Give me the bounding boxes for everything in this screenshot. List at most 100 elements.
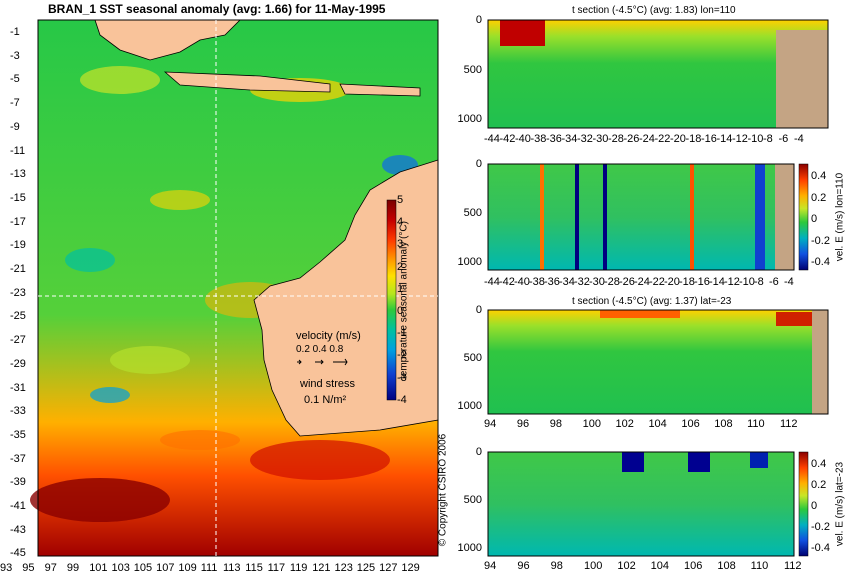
panel-1-y-tick: 0 (475, 14, 482, 26)
panel-2-x-tick: -44 (484, 276, 500, 288)
lat-tick-label: -41 (10, 500, 26, 512)
panel-1-y-tick: 1000 (457, 113, 482, 126)
panel-2-x-tick: -40 (514, 276, 530, 288)
panel-2-x-tick: -20 (664, 276, 680, 288)
sst-colorbar-tick: 0 (397, 305, 404, 317)
panel-4-colorbar-tick: -0.2 (811, 521, 830, 533)
lat-tick-label: -31 (10, 381, 26, 394)
sst-colorbar-tick: -4 (397, 393, 407, 406)
panel-4 (487, 451, 809, 557)
lat-tick-label: -17 (10, 215, 26, 228)
panel-2-colorbar-label: vel. E (m/s) lon=110 (834, 172, 846, 262)
sst-colorbar-label: temperature seasonal anomaly (°C) (398, 221, 410, 379)
panel-3-x-tick: 94 (484, 418, 497, 430)
panel-1-x-tick: -4 (794, 133, 804, 145)
wind-legend-title: wind stress (300, 378, 356, 390)
panel-2-x-tick: -32 (574, 276, 590, 288)
panel-2-y-tick: 0 (475, 158, 482, 170)
panel-1 (487, 19, 829, 129)
lat-tick-label: -1 (10, 26, 20, 38)
lat-tick-label: -23 (10, 286, 26, 299)
panel-2-x-tick: -6 (769, 276, 779, 288)
panel-3 (487, 309, 829, 415)
lat-tick-label: -39 (10, 476, 26, 489)
panel-3-land (812, 310, 828, 414)
lat-tick-label: -29 (10, 357, 26, 370)
lon-tick-label: 127 (379, 562, 398, 574)
lat-tick-label: -19 (10, 239, 26, 252)
velocity-legend-values: 0.2 0.4 0.8 (296, 344, 344, 355)
lon-tick-label: 103 (111, 562, 130, 574)
panel-2-x-tick: -12 (724, 276, 740, 288)
panel-4-colorbar-tick: 0 (811, 500, 818, 512)
lat-tick-label: -11 (10, 144, 26, 157)
panel-4-x-tick: 110 (750, 560, 769, 572)
panel-2-x-tick: -10 (739, 276, 755, 288)
panel-1-x-tick: -6 (778, 133, 789, 145)
lon-tick-label: 125 (356, 562, 376, 574)
panel-2-colorbar-tick: -0.2 (811, 234, 830, 247)
panel-2 (487, 163, 809, 271)
panel-2-x-tick: -42 (499, 276, 515, 288)
copyright-notice: © Copyright CSIRO 2006 (437, 433, 449, 547)
sst-colorbar-tick: 1 (397, 282, 404, 295)
lon-tick-label: 95 (22, 562, 35, 574)
panel-2-y-tick: 500 (463, 206, 482, 219)
sst-colorbar (386, 199, 397, 401)
panel-3-y-tick: 500 (463, 351, 482, 364)
lat-tick-label: -3 (10, 49, 20, 62)
panel-4-colorbar-tick: 0.4 (811, 458, 827, 470)
panel-4-y-tick: 1000 (457, 541, 482, 554)
panel-1-x-tick: -22 (654, 133, 671, 145)
panel-2-x-tick: -26 (619, 276, 635, 288)
panel-1-x-tick: -20 (670, 133, 686, 145)
lat-tick-label: -37 (10, 452, 26, 465)
panel-2-land (775, 164, 794, 270)
panel-4-x-tick: 112 (784, 560, 802, 572)
panel-1-x-tick: -8 (763, 133, 773, 145)
panel-1-title: t section (-4.5°C) (avg: 1.83) lon=110 (572, 5, 736, 16)
lat-tick-label: -9 (10, 120, 20, 133)
lon-tick-label: 93 (0, 562, 13, 574)
lat-tick-label: -43 (10, 523, 26, 536)
land-sumatra-java (94, 19, 241, 61)
sst-colorbar-tick: 4 (397, 216, 404, 229)
panel-1-warm-core (500, 20, 545, 46)
sst-colorbar-tick: 2 (397, 260, 404, 273)
panel-1-x-tick: -38 (530, 133, 547, 145)
panel-2-x-tick: -8 (754, 276, 764, 288)
lon-tick-label: 111 (200, 562, 218, 574)
panel-1-land (776, 30, 828, 128)
lat-tick-label: -21 (10, 263, 26, 275)
panel-2-colorbar-tick: 0.4 (811, 170, 827, 182)
panel-3-x-tick: 110 (747, 418, 765, 430)
panel-3-y-tick: 0 (475, 304, 482, 316)
panel-2-y-tick: 1000 (457, 255, 482, 268)
panel-1-x-tick: -24 (639, 133, 655, 145)
land-java (163, 71, 331, 93)
sst-colorbar-tick: -3 (397, 371, 407, 384)
panel-3-x-tick: 112 (780, 418, 798, 430)
panel-2-x-tick: -22 (649, 276, 665, 288)
panel-4-x-tick: 100 (584, 560, 603, 572)
lon-tick-label: 115 (245, 562, 263, 574)
panel-1-x-tick: -40 (515, 133, 531, 145)
panel-2-x-tick: -18 (679, 276, 695, 288)
lat-tick-label: -15 (10, 191, 26, 204)
panel-3-x-tick: 98 (549, 418, 563, 430)
panel-4-y-tick: 0 (475, 446, 482, 458)
lon-tick-label: 107 (156, 562, 175, 574)
sst-colorbar-tick: -1 (397, 327, 407, 340)
lat-tick-label: -25 (10, 310, 26, 323)
panel-4-x-tick: 94 (484, 560, 497, 572)
lon-tick-label: 109 (178, 562, 197, 574)
panel-2-x-tick: -28 (604, 276, 620, 288)
lat-tick-label: -33 (10, 405, 26, 418)
lon-tick-label: 99 (66, 562, 80, 574)
lat-tick-label: -7 (10, 97, 20, 110)
panel-4-x-tick: 108 (717, 560, 736, 572)
panel-4-x-tick: 106 (684, 560, 703, 572)
panel-2-x-tick: -24 (634, 276, 650, 288)
panel-2-colorbar-tick: 0.2 (811, 191, 827, 204)
